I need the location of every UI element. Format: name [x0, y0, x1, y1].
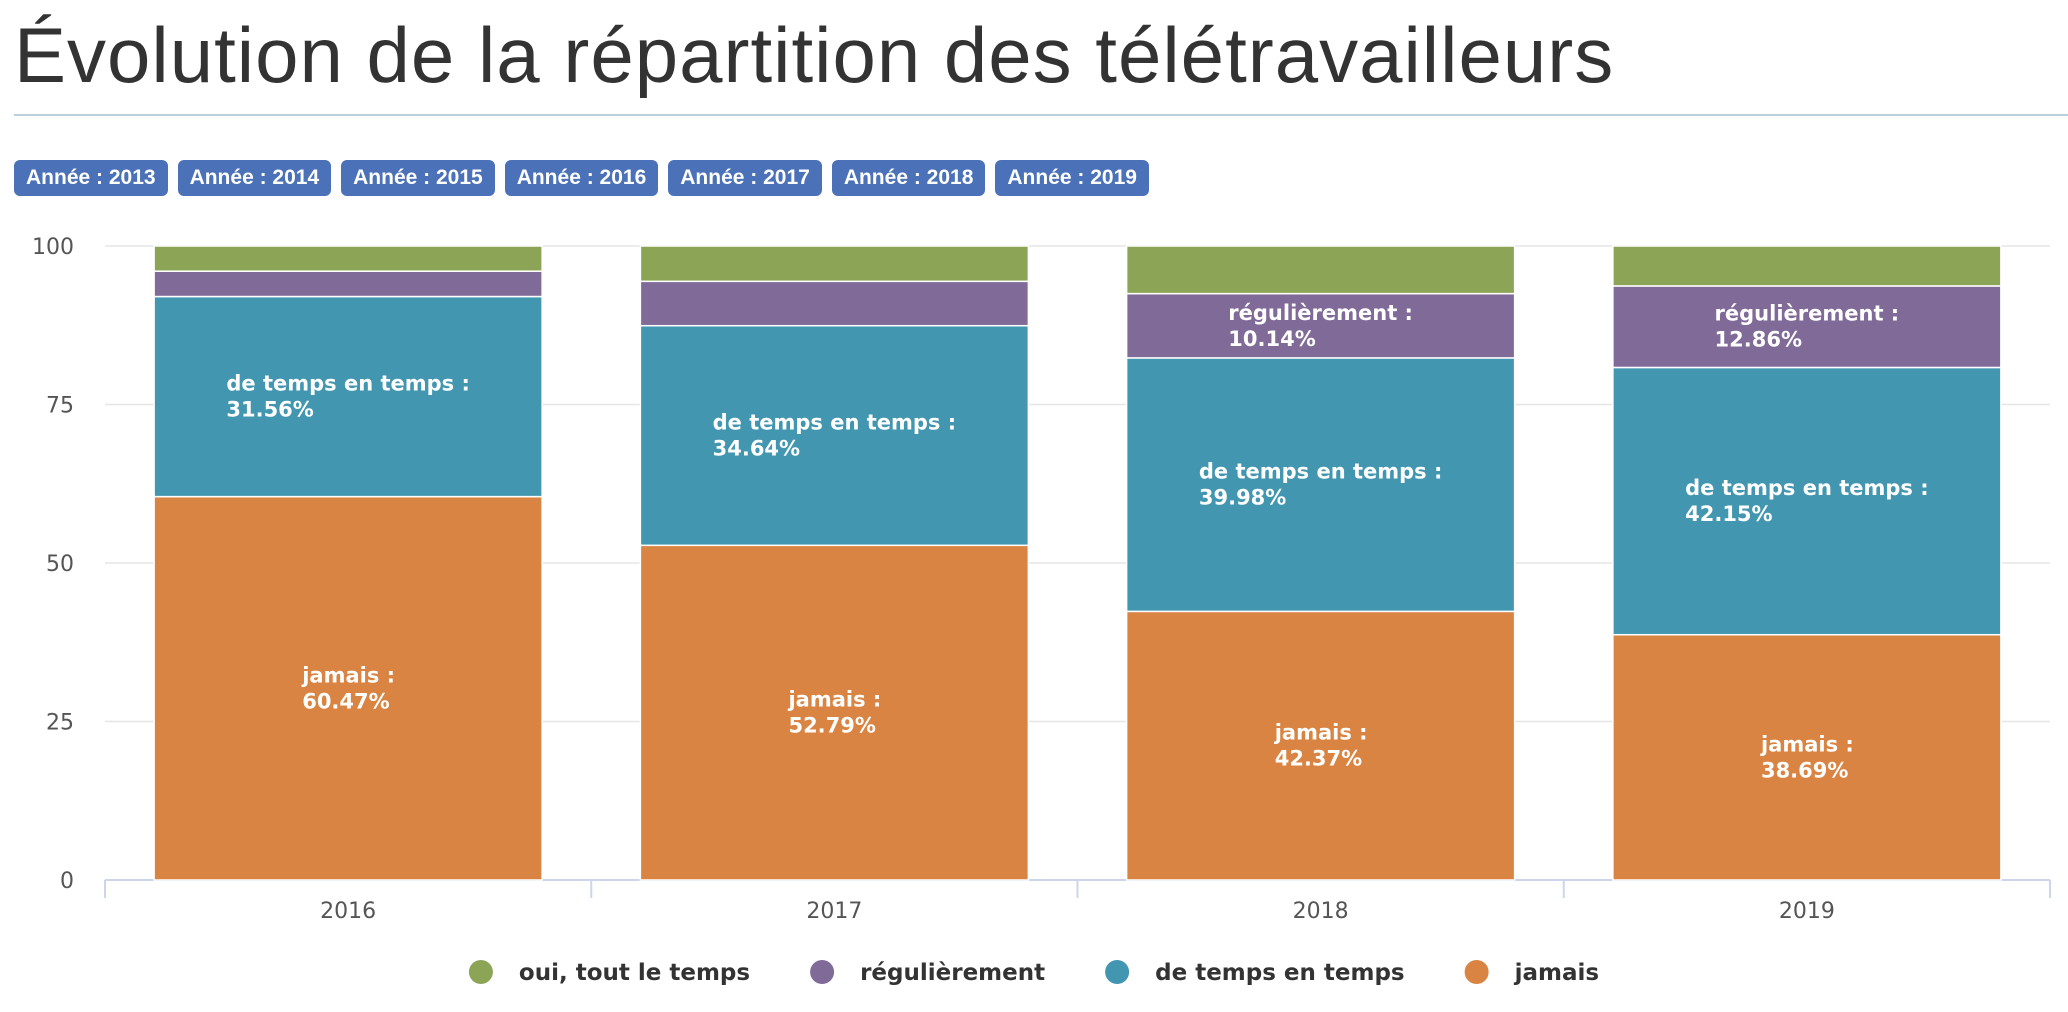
bar-segment [639, 280, 1030, 327]
year-button-2014[interactable]: Année : 2014 [177, 160, 332, 196]
legend[interactable]: oui, tout le temps régulièrement de temps … [468, 960, 1599, 986]
y-tick-label: 25 [46, 711, 74, 736]
legend-marker [1105, 960, 1130, 984]
legend-marker [810, 960, 835, 984]
bar-segment [1125, 357, 1516, 613]
bar-segment [1125, 245, 1516, 295]
data-label: de temps en temps :31.56% [226, 372, 470, 422]
x-tick-label: 2017 [806, 899, 862, 924]
year-button-2015[interactable]: Année : 2015 [341, 160, 495, 196]
x-tick-label: 2016 [320, 899, 376, 924]
x-tick-label: 2019 [1779, 899, 1835, 924]
data-label: de temps en temps :42.15% [1685, 476, 1929, 526]
title-divider [14, 114, 2068, 116]
legend-label[interactable]: de temps en temps [1155, 960, 1405, 986]
bar-segment [639, 245, 1030, 283]
bar-segment [153, 270, 543, 298]
year-button-2018[interactable]: Année : 2018 [831, 160, 986, 196]
y-tick-label: 50 [46, 552, 74, 577]
bar-segment [639, 324, 1030, 547]
year-button-2016[interactable]: Année : 2016 [504, 160, 659, 196]
year-button-2017[interactable]: Année : 2017 [668, 160, 822, 196]
data-label: jamais :42.37% [1274, 721, 1368, 771]
data-label: régulièrement :12.86% [1715, 302, 1900, 352]
data-label: de temps en temps :39.98% [1199, 460, 1443, 510]
data-label: régulièrement :10.14% [1228, 301, 1413, 351]
legend-label[interactable]: oui, tout le temps [519, 960, 750, 986]
data-label: jamais :38.69% [1760, 732, 1854, 782]
legend-label[interactable]: régulièrement [860, 960, 1045, 986]
bar-segment [1612, 633, 2002, 881]
bar-segment [1125, 292, 1516, 359]
data-label: de temps en temps :34.64% [713, 411, 957, 461]
bar-segment [639, 544, 1030, 881]
x-tick-label: 2018 [1293, 899, 1349, 924]
y-tick-label: 0 [60, 869, 74, 894]
bar-segment [153, 295, 543, 498]
bar-segment [153, 245, 543, 272]
year-button-2013[interactable]: Année : 2013 [14, 160, 168, 196]
year-button-2019[interactable]: Année : 2019 [995, 160, 1149, 196]
legend-label[interactable]: jamais [1514, 960, 1599, 986]
bar-segment [1612, 366, 2002, 636]
y-tick-label: 75 [46, 394, 74, 419]
bar-segment [1125, 610, 1516, 881]
data-label: jamais :52.79% [787, 688, 881, 738]
legend-marker [1464, 960, 1489, 984]
bar-segment [153, 495, 543, 881]
y-tick-label: 100 [32, 235, 74, 260]
bar-segment [1612, 245, 2002, 287]
year-filter-bar: Année : 2013 Année : 2014 Année : 2015 A… [14, 160, 1149, 196]
data-label: jamais :60.47% [301, 663, 395, 713]
bar-segment [1612, 285, 2002, 369]
page-title: Évolution de la répartition des télétrav… [14, 11, 1615, 99]
legend-marker [468, 960, 493, 984]
